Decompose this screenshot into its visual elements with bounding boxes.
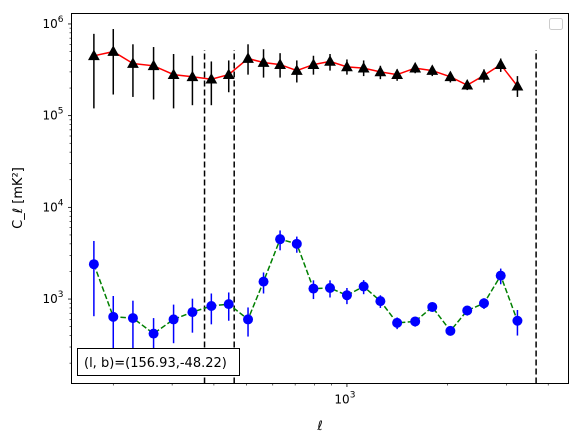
y-axis-label: C_ℓ [mK²]	[11, 167, 26, 229]
x-axis-label: ℓ	[316, 419, 322, 434]
series-layer	[87, 29, 524, 364]
circle-marker	[462, 305, 473, 316]
circle-marker	[341, 290, 352, 301]
vertical-lines	[203, 49, 537, 384]
circle-marker	[258, 276, 269, 287]
triangle-marker	[205, 72, 218, 84]
triangle-marker	[186, 70, 199, 82]
circle-marker	[375, 296, 386, 307]
circle-marker	[392, 317, 403, 328]
circle-marker	[427, 301, 438, 312]
circle-marker	[206, 301, 217, 312]
annotation-frame	[77, 348, 240, 376]
circle-marker	[187, 307, 198, 318]
y-tick-label: 104	[42, 198, 63, 214]
circle-marker	[358, 281, 369, 292]
triangle-marker	[242, 52, 254, 63]
circle-marker	[243, 314, 254, 325]
circle-marker	[445, 325, 456, 336]
circle-marker	[223, 299, 234, 310]
triangle-marker	[257, 56, 270, 67]
annotation-text: (l, b)=(156.93,-48.22)	[84, 356, 227, 371]
circle-marker	[127, 313, 138, 324]
triangle-marker	[167, 68, 180, 79]
triangle-marker	[511, 79, 524, 91]
triangle-marker	[341, 60, 353, 72]
triangle-marker	[274, 58, 286, 69]
triangle-marker	[127, 57, 139, 68]
circle-marker	[325, 283, 336, 294]
circle-marker	[478, 298, 489, 309]
triangle-marker	[374, 65, 387, 77]
series-group-1	[88, 230, 523, 364]
annotation-box: (l, b)=(156.93,-48.22)	[77, 348, 240, 376]
y-tick-label: 103	[42, 290, 63, 306]
x-axis-ticks: 103	[112, 383, 549, 407]
triangle-marker	[391, 68, 404, 79]
triangle-marker	[409, 61, 422, 73]
circle-marker	[148, 328, 159, 339]
triangle-marker	[147, 59, 160, 71]
circle-marker	[108, 311, 119, 322]
circle-marker	[410, 316, 421, 327]
circle-marker	[512, 315, 523, 326]
circle-marker	[308, 283, 319, 294]
x-tick-label: 103	[334, 391, 355, 407]
triangle-marker	[478, 69, 490, 80]
circle-marker	[275, 234, 286, 245]
circle-marker	[88, 259, 99, 270]
triangle-marker	[290, 64, 303, 75]
triangle-marker	[461, 78, 474, 90]
triangle-marker	[222, 68, 235, 79]
triangle-marker	[107, 45, 120, 56]
triangle-marker	[87, 49, 100, 61]
plot-frame	[71, 13, 569, 384]
y-axis-ticks: 103 104 105 106	[42, 15, 72, 364]
triangle-marker	[426, 64, 439, 75]
legend-box	[549, 18, 563, 30]
triangle-marker	[494, 58, 507, 69]
triangle-marker	[357, 61, 370, 73]
triangle-marker	[307, 58, 320, 69]
series-group-0	[87, 29, 524, 109]
y-tick-label: 105	[42, 107, 63, 123]
y-tick-label: 106	[42, 15, 63, 31]
triangle-marker	[324, 55, 336, 66]
circle-marker	[291, 238, 302, 249]
circle-marker	[495, 270, 506, 281]
triangle-marker	[444, 70, 457, 82]
circle-marker	[168, 314, 179, 325]
